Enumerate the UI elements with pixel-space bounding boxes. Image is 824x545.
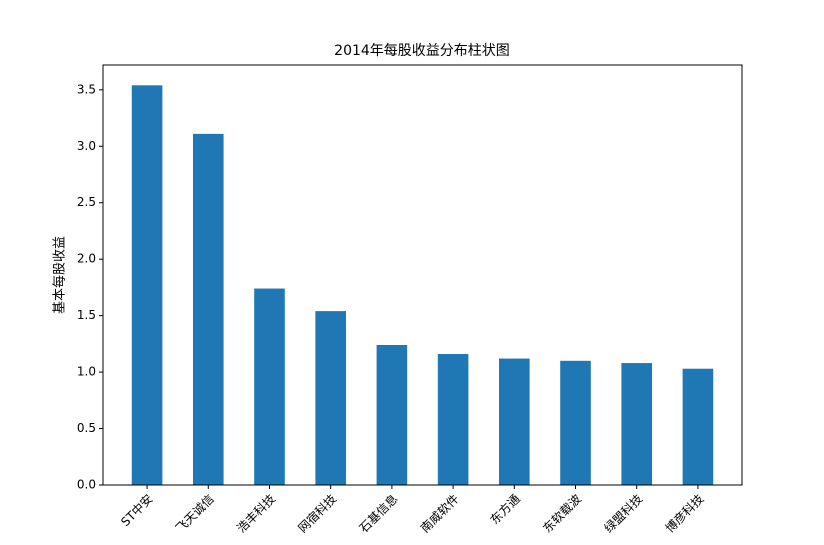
y-tick-label: 2.0: [77, 252, 96, 266]
bar: [254, 288, 285, 485]
x-tick-label: 绿盟科技: [601, 491, 646, 536]
plot-frame: [102, 64, 743, 486]
x-tick-label: 浩丰科技: [234, 492, 278, 536]
y-tick-label: 0.5: [77, 421, 96, 435]
x-tick-label: 飞天诚信: [173, 492, 217, 536]
bar: [437, 354, 469, 485]
bar: [499, 358, 530, 485]
y-tick-label: 3.0: [77, 139, 96, 153]
x-tick-label: ST中安: [118, 491, 156, 529]
x-tick-label: 石基信息: [356, 491, 401, 536]
bar: [315, 311, 346, 485]
bar: [621, 363, 653, 485]
bar: [682, 368, 714, 485]
y-axis-label: 基本每股收益: [52, 236, 68, 314]
x-tick-label: 南威软件: [417, 491, 462, 536]
x-tick-label: 东方通: [487, 491, 523, 527]
y-tick-label: 2.5: [77, 195, 96, 209]
x-tick-label: 网宿科技: [295, 491, 340, 536]
x-tick-label: 东软载波: [540, 492, 584, 536]
bar: [131, 85, 163, 486]
bar: [192, 133, 224, 485]
y-tick-label: 3.5: [77, 82, 96, 96]
y-tick-label: 1.5: [77, 308, 96, 322]
y-tick-label: 1.0: [77, 365, 96, 379]
x-tick-label: 博彦科技: [662, 491, 707, 536]
y-tick-label: 0.0: [77, 478, 96, 492]
chart-title: 2014年每股收益分布柱状图: [334, 43, 510, 59]
bar: [560, 360, 591, 485]
bar: [376, 345, 408, 485]
